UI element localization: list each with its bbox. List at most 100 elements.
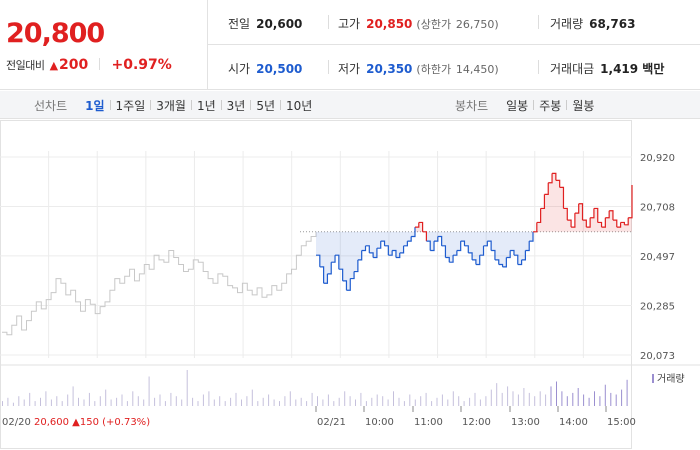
tab-3m[interactable]: 3개월 (156, 98, 186, 113)
volume-bar (517, 394, 519, 406)
today-series-segment (335, 254, 340, 270)
volume-bar (23, 399, 25, 406)
today-series-segment (571, 213, 576, 228)
today-series-segment (403, 241, 408, 247)
x-tick-label: 10:00 (365, 417, 394, 428)
tab-5y[interactable]: 5년 (256, 98, 276, 113)
today-series-segment (540, 194, 546, 210)
today-series-segment (350, 271, 355, 280)
today-series-segment (498, 263, 504, 267)
today-fill-segment (624, 224, 629, 232)
today-series-segment (574, 203, 580, 214)
today-fill-segment (540, 208, 545, 232)
today-fill-segment (567, 220, 572, 232)
volume-bar (545, 394, 547, 406)
volume-bar (251, 389, 253, 406)
today-series-segment (399, 245, 405, 254)
today-fill-segment (414, 227, 419, 232)
tab-divider (150, 100, 152, 110)
today-fill-segment (574, 213, 579, 232)
x-tick-label: 13:00 (511, 417, 540, 428)
open-label: 시가 (228, 62, 251, 76)
today-series-segment (327, 262, 332, 275)
tab-weekly[interactable]: 주봉 (539, 98, 562, 113)
today-fill-segment (472, 231, 476, 260)
volume-bar (469, 397, 471, 406)
today-series-segment (338, 268, 344, 281)
today-series-segment (342, 280, 348, 291)
today-fill-segment (327, 231, 332, 274)
volume-bar (528, 392, 530, 406)
volume-bar (279, 401, 280, 406)
x-tick-label: 02/20 (2, 417, 31, 428)
today-fill-segment (563, 208, 568, 232)
tab-3y[interactable]: 3년 (226, 98, 246, 113)
change-line: 전일대비 ▲200 +0.97% (6, 54, 172, 73)
today-series-segment (548, 173, 553, 184)
today-series-segment (464, 245, 469, 253)
volume-bar (479, 399, 481, 406)
today-series-segment (418, 221, 424, 232)
tab-1d[interactable]: 1일 (85, 98, 105, 113)
volume-bar (72, 386, 74, 406)
today-series-segment (544, 182, 549, 196)
today-fill-segment (365, 231, 370, 246)
today-series-segment (593, 207, 599, 223)
candle-chart-tabs: 봉차트 일봉 주봉 월봉 (455, 91, 599, 119)
volume-bar (599, 396, 601, 406)
volume-bar (159, 394, 161, 406)
y-tick-label: 20,920 (640, 153, 675, 164)
today-series-segment (472, 259, 477, 265)
y-tick-label: 20,708 (640, 203, 675, 214)
today-series-segment (597, 221, 603, 228)
today-series-segment (354, 259, 359, 273)
prev-day-series (2, 231, 317, 336)
today-fill-segment (430, 231, 435, 251)
volume-value: 68,763 (589, 17, 636, 31)
today-series-segment (513, 254, 519, 265)
lower-limit-value: 14,450) (455, 63, 499, 76)
today-fill-segment (403, 231, 408, 246)
volume-bar (219, 396, 221, 406)
today-series-segment (582, 219, 587, 228)
today-fill-segment (338, 231, 343, 270)
prev-close-stat: 전일 20,600 (228, 15, 302, 32)
volume-bar (615, 394, 617, 406)
tab-1w[interactable]: 1주일 (115, 98, 146, 113)
volume-bar (40, 397, 41, 406)
quote-header: 20,800 전일대비 ▲200 +0.97% 전일 20,600 고가 20,85… (0, 0, 700, 90)
volume-bar (197, 401, 199, 406)
tab-10y[interactable]: 10년 (286, 98, 313, 113)
today-series-segment (361, 245, 367, 252)
stat-divider (538, 60, 539, 74)
volume-bar (186, 370, 188, 406)
volume-bar (376, 394, 378, 406)
volume-bar (393, 391, 394, 406)
today-series-segment (491, 249, 496, 260)
today-series-segment (323, 273, 329, 284)
today-fill-segment (445, 231, 450, 258)
volume-bar (235, 392, 237, 406)
today-series-segment (426, 240, 431, 251)
high-label: 고가 (338, 17, 361, 31)
tab-1y[interactable]: 1년 (196, 98, 216, 113)
today-fill-segment (544, 194, 549, 232)
y-tick-label: 20,073 (640, 351, 675, 362)
tab-monthly[interactable]: 월봉 (572, 98, 595, 113)
volume-bar (371, 397, 373, 406)
amount-stat: 거래대금 1,419 백만 (550, 60, 664, 77)
volume-bar (148, 376, 150, 406)
today-fill-segment (460, 231, 465, 242)
today-fill-segment (521, 231, 526, 260)
volume-bar (610, 392, 612, 406)
today-series-segment (567, 219, 572, 228)
low-label: 저가 (338, 62, 361, 76)
today-series-segment (624, 217, 629, 226)
volume-bar (349, 396, 351, 406)
volume-bar (224, 401, 226, 406)
today-fill-segment (491, 231, 495, 251)
tab-daily[interactable]: 일봉 (506, 98, 529, 113)
today-series-segment (479, 245, 485, 256)
today-line (316, 172, 633, 291)
today-series-segment (422, 231, 428, 242)
